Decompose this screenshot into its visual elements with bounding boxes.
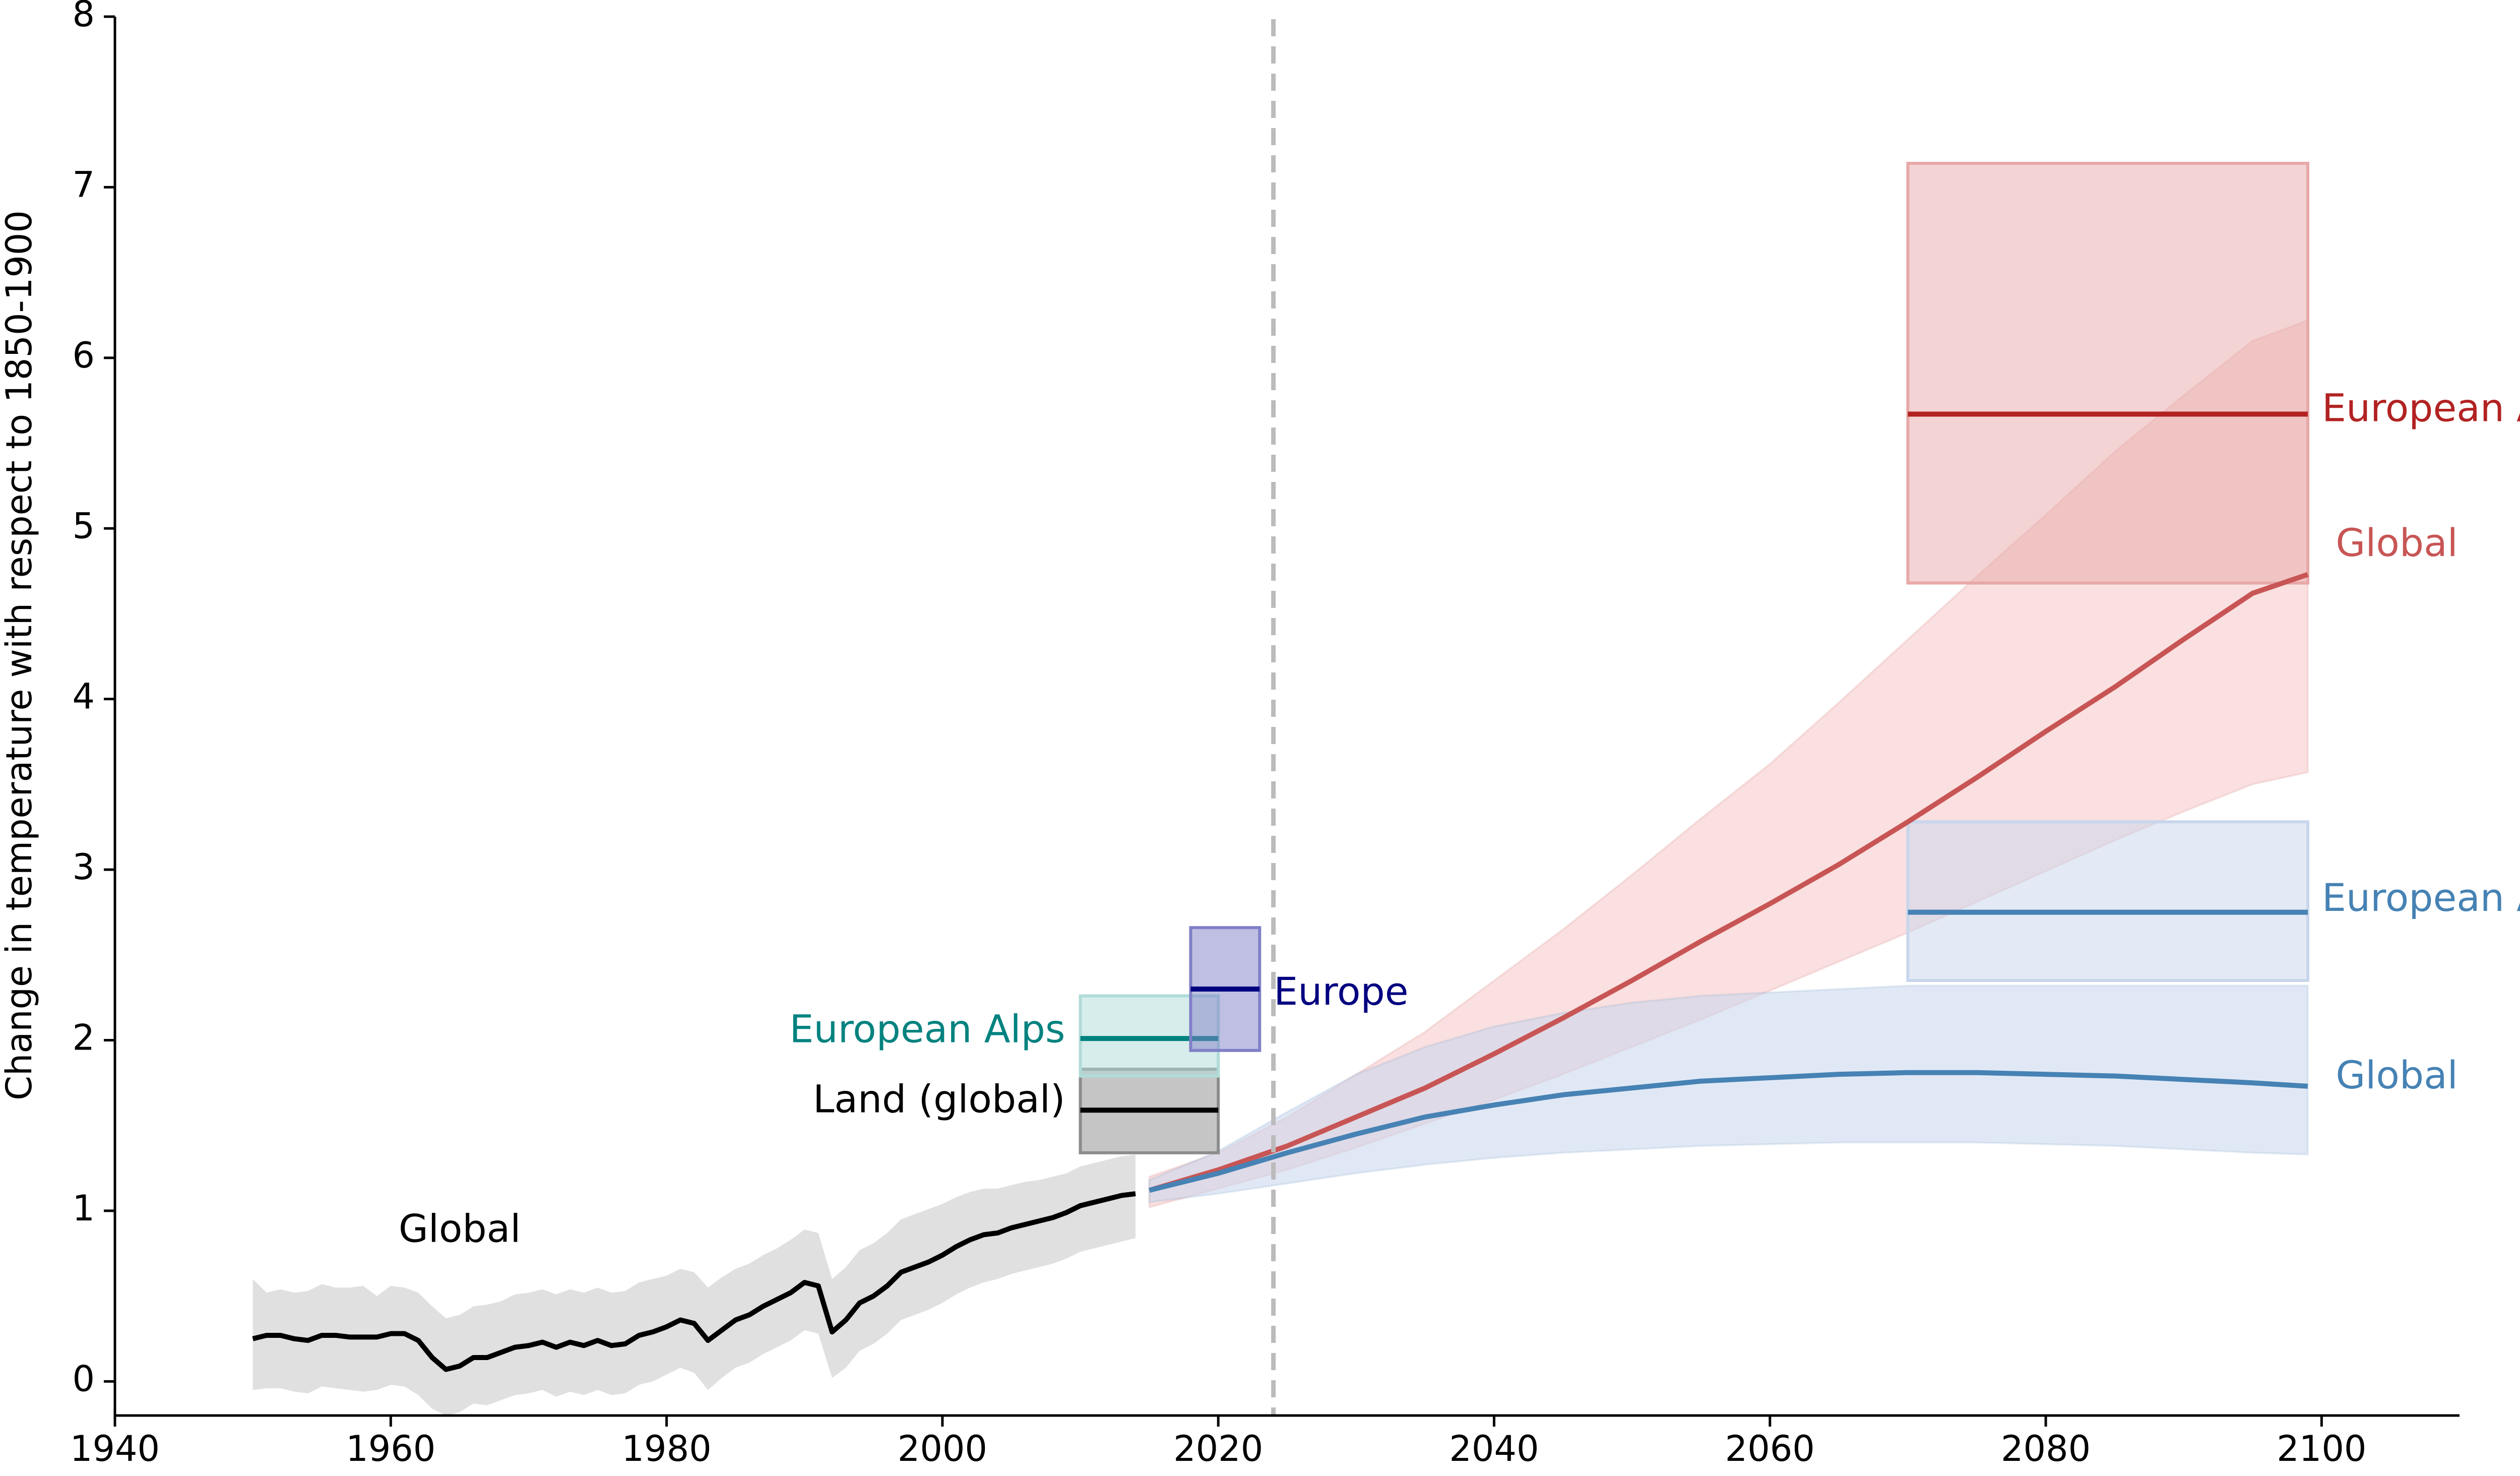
y-tick-label: 0 xyxy=(72,1358,95,1399)
y-tick-label: 1 xyxy=(72,1188,95,1229)
range-label-1: European Alps xyxy=(789,1007,1065,1052)
annotations: Land (global) European Alps Europe European… xyxy=(399,386,2520,1251)
annotation-label-2: Global xyxy=(2336,1053,2458,1097)
x-tick-label: 2060 xyxy=(1725,1428,1815,1469)
range-label-0: Land (global) xyxy=(813,1076,1065,1121)
y-tick-label: 4 xyxy=(72,676,95,717)
range-label-2: Europe xyxy=(1274,969,1408,1014)
y-tick-label: 3 xyxy=(72,846,95,888)
annotation-label-0: Global xyxy=(399,1206,521,1251)
y-tick-label: 2 xyxy=(72,1017,95,1059)
range-label-4: European Alps xyxy=(2322,875,2520,920)
projection-line-1 xyxy=(1149,1070,2308,1193)
projection-band-1 xyxy=(1148,985,2309,1204)
x-tick-label: 1980 xyxy=(622,1428,712,1469)
x-tick-label: 2100 xyxy=(2277,1428,2366,1469)
y-tick-label: 5 xyxy=(72,505,95,546)
y-tick-label: 7 xyxy=(72,164,95,205)
y-axis-title: Change in temperature with respect to 18… xyxy=(0,210,40,1100)
x-tick-label: 2040 xyxy=(1449,1428,1539,1469)
observed-line xyxy=(252,1191,1136,1372)
x-tick-label: 1960 xyxy=(346,1428,435,1469)
x-tick-label: 2080 xyxy=(2001,1428,2091,1469)
axes: 1940 1960 1980 2000 2020 2040 2060 2080 2100 0 1 2 3… xyxy=(70,0,2460,1469)
range-box-4 xyxy=(1906,820,2309,982)
range-boxes xyxy=(1079,162,2309,1154)
x-tick-label: 1940 xyxy=(70,1428,160,1469)
observed-band xyxy=(253,1154,1136,1416)
series-lines xyxy=(252,572,2309,1372)
range-label-3: European Alps xyxy=(2322,386,2520,430)
annotation-label-1: Global xyxy=(2336,520,2458,565)
x-tick-label: 2000 xyxy=(898,1428,987,1469)
y-tick-label: 8 xyxy=(72,0,95,35)
y-tick-label: 6 xyxy=(72,335,95,376)
x-tick-label: 2020 xyxy=(1173,1428,1263,1469)
projection-line-0 xyxy=(1148,572,2309,1193)
range-box-3 xyxy=(1906,162,2309,585)
